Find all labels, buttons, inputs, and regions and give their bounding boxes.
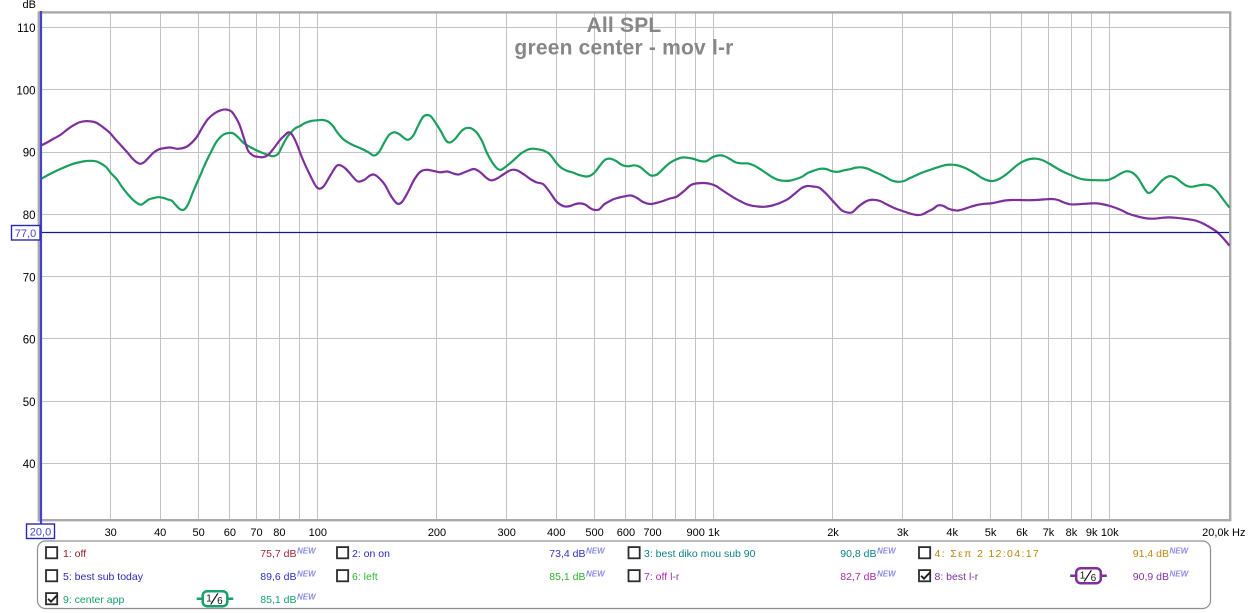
- svg-text:7k: 7k: [1043, 527, 1055, 539]
- svg-text:green center - mov l-r: green center - mov l-r: [514, 37, 733, 60]
- svg-text:20,0k Hz: 20,0k Hz: [1202, 527, 1245, 539]
- svg-text:9k: 9k: [1086, 527, 1098, 539]
- svg-text:5k: 5k: [985, 527, 997, 539]
- svg-text:40: 40: [154, 527, 166, 539]
- svg-text:All SPL: All SPL: [587, 14, 662, 37]
- svg-text:1: off: 1: off: [63, 548, 86, 560]
- svg-text:400: 400: [547, 527, 565, 539]
- svg-text:1: 1: [206, 593, 212, 604]
- svg-text:70: 70: [23, 272, 36, 284]
- svg-text:82,7 dB: 82,7 dB: [840, 571, 876, 583]
- svg-text:NEW: NEW: [877, 570, 897, 579]
- svg-text:100: 100: [16, 85, 35, 97]
- svg-text:10k: 10k: [1101, 527, 1119, 539]
- svg-text:dB: dB: [23, 0, 36, 11]
- svg-text:50: 50: [192, 527, 204, 539]
- svg-text:110: 110: [17, 23, 35, 35]
- svg-text:900: 900: [687, 527, 705, 539]
- svg-text:NEW: NEW: [297, 593, 317, 602]
- svg-text:1: 1: [1080, 570, 1086, 581]
- svg-text:2k: 2k: [827, 527, 839, 539]
- svg-text:2: on on: 2: on on: [352, 548, 390, 560]
- svg-text:NEW: NEW: [586, 547, 606, 556]
- svg-text:6: left: 6: left: [352, 571, 378, 583]
- svg-text:500: 500: [585, 527, 603, 539]
- svg-text:50: 50: [23, 397, 36, 409]
- svg-text:5: best sub today: 5: best sub today: [63, 571, 144, 583]
- svg-text:6: 6: [1091, 573, 1097, 584]
- svg-text:89,6 dB: 89,6 dB: [260, 571, 296, 583]
- svg-text:77,0: 77,0: [15, 228, 36, 240]
- svg-text:6k: 6k: [1016, 527, 1028, 539]
- svg-text:NEW: NEW: [586, 570, 606, 579]
- svg-text:3: best diko mou sub 90: 3: best diko mou sub 90: [644, 548, 756, 560]
- svg-text:8: best l-r: 8: best l-r: [935, 571, 979, 583]
- svg-text:NEW: NEW: [297, 570, 317, 579]
- svg-text:90,9 dB: 90,9 dB: [1133, 571, 1169, 583]
- svg-text:6: 6: [217, 596, 223, 607]
- svg-text:85,1 dB: 85,1 dB: [260, 594, 296, 606]
- svg-text:20,0: 20,0: [30, 527, 51, 539]
- svg-text:70: 70: [250, 527, 262, 539]
- svg-text:8k: 8k: [1066, 527, 1078, 539]
- svg-text:600: 600: [617, 527, 635, 539]
- svg-text:30: 30: [105, 527, 117, 539]
- svg-text:NEW: NEW: [297, 547, 317, 556]
- svg-text:NEW: NEW: [1170, 547, 1190, 556]
- svg-text:80: 80: [273, 527, 285, 539]
- svg-text:73,4 dB: 73,4 dB: [549, 548, 585, 560]
- svg-text:75,7 dB: 75,7 dB: [260, 548, 296, 560]
- svg-text:4: Σεπ 2 12:04:17: 4: Σεπ 2 12:04:17: [935, 548, 1041, 560]
- svg-text:60: 60: [224, 527, 236, 539]
- svg-text:90,8 dB: 90,8 dB: [840, 548, 876, 560]
- svg-text:40: 40: [23, 459, 36, 471]
- svg-text:91,4 dB: 91,4 dB: [1133, 548, 1169, 560]
- svg-text:60: 60: [23, 335, 36, 347]
- svg-text:9: center app: 9: center app: [63, 594, 124, 606]
- svg-text:3k: 3k: [897, 527, 909, 539]
- svg-text:200: 200: [428, 527, 446, 539]
- svg-text:700: 700: [643, 527, 661, 539]
- svg-text:7: off l-r: 7: off l-r: [644, 571, 680, 583]
- svg-text:1k: 1k: [708, 527, 720, 539]
- svg-text:85,1 dB: 85,1 dB: [549, 571, 585, 583]
- svg-text:4k: 4k: [946, 527, 958, 539]
- svg-text:100: 100: [309, 527, 327, 539]
- svg-text:NEW: NEW: [1170, 570, 1190, 579]
- svg-text:NEW: NEW: [877, 547, 897, 556]
- svg-text:300: 300: [498, 527, 516, 539]
- svg-text:80: 80: [23, 210, 36, 222]
- svg-text:90: 90: [23, 148, 36, 160]
